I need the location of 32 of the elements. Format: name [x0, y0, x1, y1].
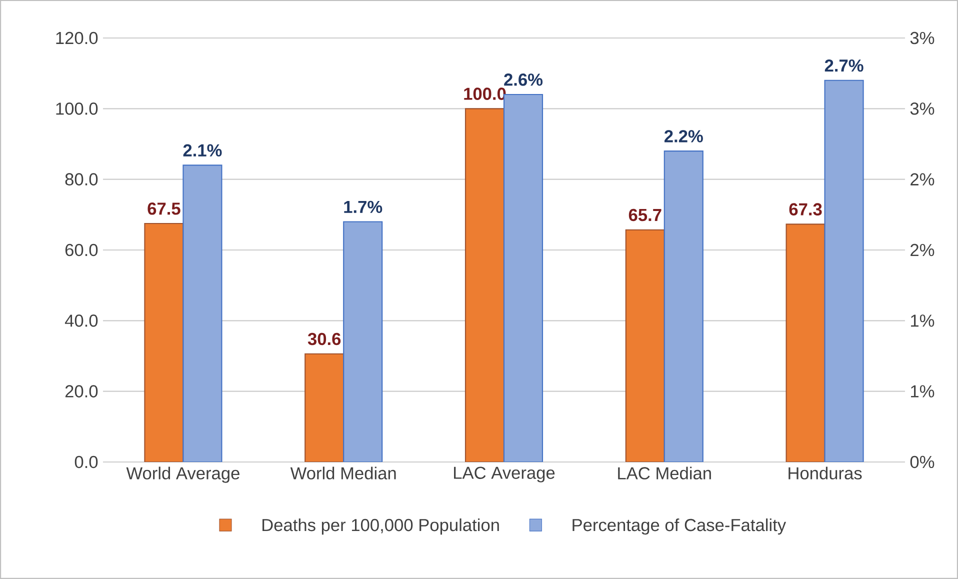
y-tick-label: 40.0 — [64, 314, 98, 327]
y-tick-label: 120.0 — [56, 32, 98, 44]
y2-tick-label: 0% — [910, 456, 934, 468]
data-label: 2.7% — [824, 59, 864, 72]
data-label: 30.6 — [308, 332, 341, 346]
data-label: 2.6% — [504, 74, 543, 86]
bar — [343, 221, 383, 462]
data-label: 100.0 — [464, 88, 506, 100]
y2-tick-label: 2% — [910, 244, 934, 256]
x-tick-label: World Average — [126, 466, 240, 483]
data-label: 2.1% — [183, 144, 222, 156]
y2-tick-label: 1% — [911, 385, 934, 398]
data-label: 65.7 — [628, 208, 662, 222]
y2-tick-label: 2% — [910, 173, 934, 186]
data-label: 1.7% — [344, 200, 382, 214]
x-tick-label: Honduras — [788, 466, 862, 480]
y2-tick-label: 3% — [910, 32, 934, 44]
x-tick-label: LAC Average — [454, 466, 555, 482]
legend-label: Percentage of Case-Fatality — [572, 518, 786, 535]
y-tick-label: 60.0 — [65, 244, 98, 256]
data-label: 2.2% — [664, 130, 703, 142]
y-tick-label: 100.0 — [56, 102, 98, 115]
data-label: 67.5 — [148, 202, 180, 215]
y-tick-label: 20.0 — [65, 385, 98, 398]
legend-label: Deaths per 100,000 Population — [262, 518, 499, 535]
x-tick-label: World Median — [290, 466, 396, 480]
y-tick-label: 0.0 — [74, 456, 98, 468]
y-tick-label: 80.0 — [65, 173, 98, 186]
y2-tick-label: 3% — [910, 102, 934, 115]
y2-tick-label: 1% — [911, 314, 934, 327]
x-tick-label: LAC Median — [618, 466, 711, 480]
data-label: 67.3 — [789, 203, 822, 216]
